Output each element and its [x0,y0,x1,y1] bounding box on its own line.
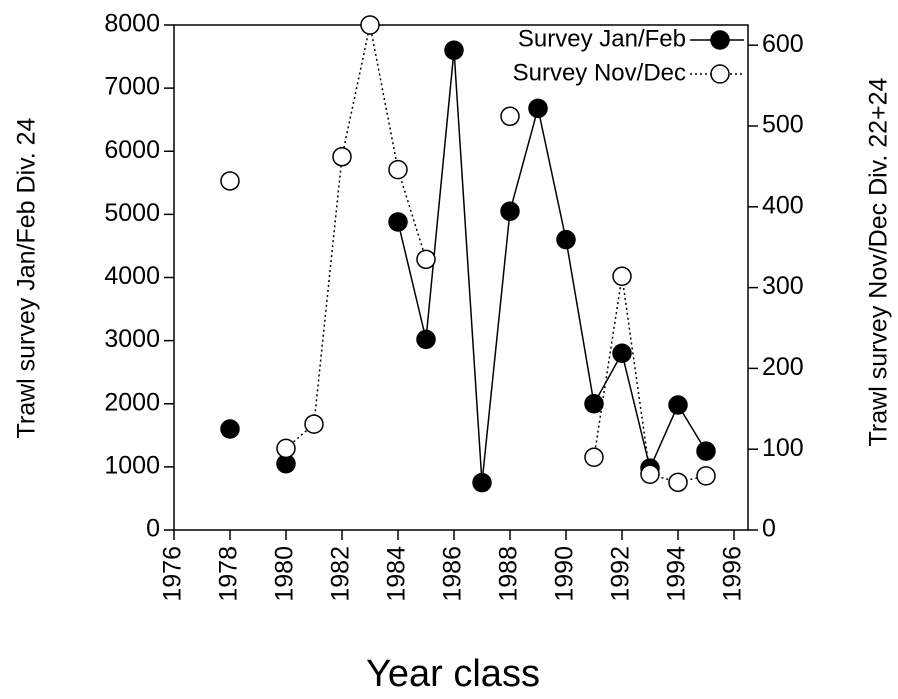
y2-tick-label: 100 [762,434,804,462]
data-point [500,106,520,127]
y2-tick-label: 200 [762,353,804,381]
y2-tick-label: 400 [762,191,804,219]
x-tick-label: 1986 [439,546,467,602]
data-point [220,171,240,191]
legend-label: Survey Jan/Feb [518,25,686,52]
legend-marker [710,64,730,84]
x-tick-label: 1990 [551,546,579,602]
data-point [640,464,660,484]
data-point [416,329,436,350]
y-tick-label: 5000 [104,199,160,227]
y-tick-label: 3000 [104,325,160,353]
data-point [416,249,436,270]
data-point [444,40,464,60]
data-point [388,212,408,232]
plot-frame [173,24,749,531]
data-point [528,98,548,119]
data-point [696,441,716,461]
data-point [500,201,520,221]
y2-tick-label: 300 [762,272,804,300]
series-line [397,50,707,483]
data-point [556,229,576,250]
x-tick-label: 1976 [159,546,187,602]
y2-tick-label: 500 [762,111,804,139]
data-point [360,15,380,35]
y-tick-label: 4000 [104,262,160,290]
data-point [612,343,632,363]
data-point [472,472,492,493]
x-tick-label: 1980 [271,546,299,602]
x-tick-label: 1984 [383,546,411,602]
data-point [668,395,688,415]
x-tick-label: 1982 [327,546,355,602]
data-point [388,159,408,180]
x-tick-label: 1994 [663,546,691,602]
data-point [584,447,604,468]
y-tick-label: 2000 [104,388,160,416]
x-tick-label: 1988 [495,546,523,602]
data-point [332,146,352,167]
y-tick-label: 1000 [104,451,160,479]
y2-tick-label: 0 [762,515,776,543]
y-axis-title: Trawl survey Jan/Feb Div. 24 [13,117,41,438]
legend-label: Survey Nov/Dec [513,59,686,86]
data-point [668,472,688,493]
legend-marker [710,30,730,50]
y-tick-label: 0 [146,515,160,543]
data-point [276,438,296,459]
series-line [285,24,707,484]
x-tick-label: 1996 [719,546,747,602]
y-tick-label: 6000 [104,136,160,164]
y2-tick-label: 600 [762,30,804,58]
data-point [304,414,324,434]
data-point [220,419,240,439]
y2-axis-title: Trawl survey Nov/Dec Div. 22+24 [865,77,893,446]
x-tick-label: 1978 [215,546,243,602]
y-tick-label: 8000 [104,10,160,38]
data-point [696,466,716,486]
data-point [584,394,604,414]
y-tick-label: 7000 [104,73,160,101]
x-axis-title: Year class [366,653,540,695]
x-tick-label: 1992 [607,546,635,602]
data-point [612,266,632,287]
